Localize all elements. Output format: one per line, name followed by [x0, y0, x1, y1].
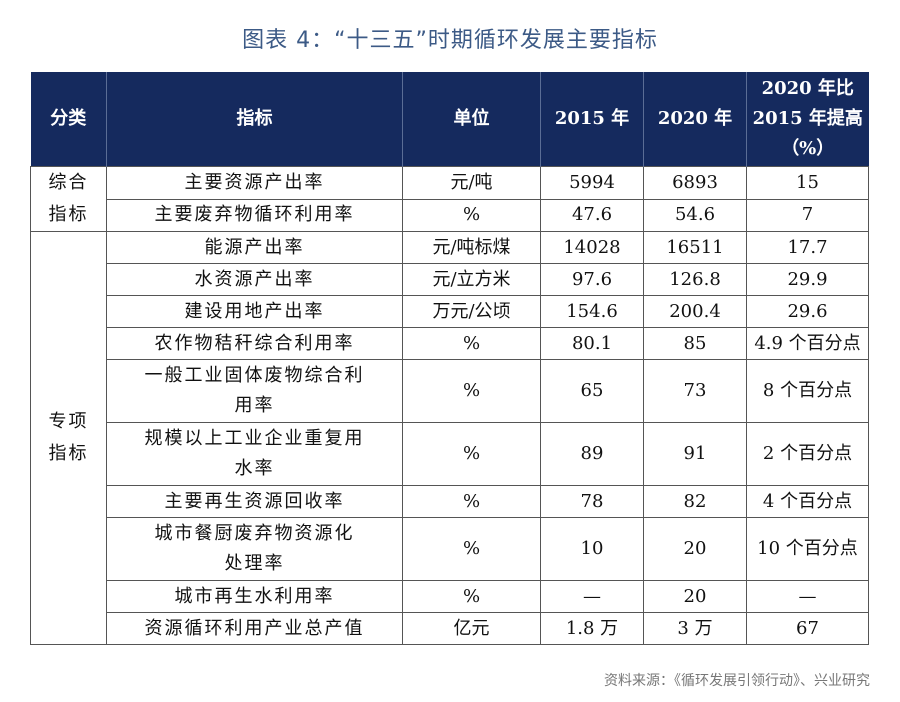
indicator-cell: 城市再生水利用率	[106, 580, 403, 613]
change-cell: 29.9	[746, 263, 869, 296]
indicator-cell: 主要再生资源回收率	[106, 485, 403, 518]
value-2015-cell: 14028	[540, 231, 644, 264]
group-label-line2: 指标	[48, 443, 89, 464]
table-row: 农作物秸秆综合利用率 % 80.1 85 4.9 个百分点	[31, 327, 869, 360]
change-cell: 67	[746, 612, 869, 645]
indicator-cell: 一般工业固体废物综合利 用率	[106, 359, 403, 423]
value-2020-cell: 82	[643, 485, 747, 518]
value-2015-cell: 10	[540, 517, 644, 581]
change-cell: 29.6	[746, 295, 869, 328]
indicator-line2: 处理率	[224, 553, 285, 574]
unit-cell: 亿元	[402, 612, 541, 645]
table-row: 主要废弃物循环利用率 % 47.6 54.6 7	[31, 198, 869, 232]
indicator-cell: 农作物秸秆综合利用率	[106, 327, 403, 360]
change-cell: 8 个百分点	[746, 359, 869, 423]
value-2015-cell: 97.6	[540, 263, 644, 296]
indicator-table: 分类 指标 单位 2015 年 2020 年 2020 年比 2015 年提高 …	[30, 72, 869, 645]
table-row: 规模以上工业企业重复用 水率 % 89 91 2 个百分点	[31, 422, 869, 486]
indicator-line2: 水率	[234, 458, 275, 479]
indicator-line1: 规模以上工业企业重复用	[144, 428, 365, 449]
group-label-line2: 指标	[48, 204, 89, 225]
indicator-line1: 城市餐厨废弃物资源化	[154, 523, 355, 544]
value-2020-cell: 85	[643, 327, 747, 360]
header-2015: 2015 年	[540, 72, 644, 167]
value-2020-cell: 91	[643, 422, 747, 486]
header-category: 分类	[30, 72, 107, 167]
change-cell: 4 个百分点	[746, 485, 869, 518]
unit-cell: 元/吨	[402, 166, 541, 200]
value-2015-cell: 78	[540, 485, 644, 518]
table-row: 资源循环利用产业总产值 亿元 1.8 万 3 万 67	[31, 612, 869, 645]
unit-cell: 万元/公顷	[402, 295, 541, 328]
group-special: 专项 指标	[30, 231, 107, 645]
header-change-line1: 2020 年比	[761, 78, 854, 99]
unit-cell: 元/吨标煤	[402, 231, 541, 264]
value-2015-cell: 47.6	[540, 198, 644, 232]
table-row: 一般工业固体废物综合利 用率 % 65 73 8 个百分点	[31, 359, 869, 423]
value-2015-cell: 80.1	[540, 327, 644, 360]
value-2020-cell: 200.4	[643, 295, 747, 328]
source-note: 资料来源：《循环发展引领行动》、兴业研究	[604, 673, 870, 689]
figure-title: 图表 4：“十三五”时期循环发展主要指标	[242, 28, 658, 53]
unit-cell: %	[402, 422, 541, 486]
change-cell: 7	[746, 198, 869, 232]
value-2020-cell: 20	[643, 517, 747, 581]
header-change: 2020 年比 2015 年提高 （%）	[746, 72, 869, 167]
value-2020-cell: 16511	[643, 231, 747, 264]
value-2015-cell: 5994	[540, 166, 644, 200]
table-row: 城市餐厨废弃物资源化 处理率 % 10 20 10 个百分点	[31, 517, 869, 581]
table-row: 建设用地产出率 万元/公顷 154.6 200.4 29.6	[31, 295, 869, 328]
value-2020-cell: 73	[643, 359, 747, 423]
unit-cell: 元/立方米	[402, 263, 541, 296]
change-cell: 10 个百分点	[746, 517, 869, 581]
table-row: 主要再生资源回收率 % 78 82 4 个百分点	[31, 485, 869, 518]
value-2020-cell: 20	[643, 580, 747, 613]
value-2015-cell: 154.6	[540, 295, 644, 328]
change-cell: 4.9 个百分点	[746, 327, 869, 360]
indicator-cell: 建设用地产出率	[106, 295, 403, 328]
table-row: 综合 指标 主要资源产出率 元/吨 5994 6893 15	[30, 166, 869, 232]
unit-cell: %	[402, 198, 541, 232]
indicator-cell: 规模以上工业企业重复用 水率	[106, 422, 403, 486]
value-2015-cell: —	[540, 580, 644, 613]
value-2020-cell: 54.6	[643, 198, 747, 232]
group-label-line1: 专项	[48, 411, 89, 432]
indicator-line1: 一般工业固体废物综合利	[144, 365, 365, 386]
header-change-line2: 2015 年提高	[752, 108, 863, 129]
indicator-cell: 资源循环利用产业总产值	[106, 612, 403, 645]
change-cell: 17.7	[746, 231, 869, 264]
unit-cell: %	[402, 580, 541, 613]
table-row: 专项 指标 能源产出率 元/吨标煤 14028 16511 17.7	[30, 231, 869, 645]
unit-cell: %	[402, 327, 541, 360]
change-cell: —	[746, 580, 869, 613]
value-2015-cell: 65	[540, 359, 644, 423]
value-2020-cell: 6893	[643, 166, 747, 200]
indicator-cell: 主要资源产出率	[106, 166, 403, 200]
header-row: 分类 指标 单位 2015 年 2020 年 2020 年比 2015 年提高 …	[30, 72, 869, 167]
indicator-line2: 用率	[234, 395, 275, 416]
header-indicator: 指标	[106, 72, 403, 167]
indicator-cell: 城市餐厨废弃物资源化 处理率	[106, 517, 403, 581]
indicator-cell: 主要废弃物循环利用率	[106, 198, 403, 232]
change-cell: 2 个百分点	[746, 422, 869, 486]
table-row: 水资源产出率 元/立方米 97.6 126.8 29.9	[31, 263, 869, 296]
indicator-cell: 能源产出率	[106, 231, 403, 264]
table-row: 城市再生水利用率 % — 20 —	[31, 580, 869, 613]
unit-cell: %	[402, 517, 541, 581]
value-2020-cell: 126.8	[643, 263, 747, 296]
group-comprehensive: 综合 指标	[30, 166, 107, 232]
header-2020: 2020 年	[643, 72, 747, 167]
change-cell: 15	[746, 166, 869, 200]
unit-cell: %	[402, 359, 541, 423]
indicator-cell: 水资源产出率	[106, 263, 403, 296]
group-label-line1: 综合	[48, 172, 89, 193]
value-2020-cell: 3 万	[643, 612, 747, 645]
header-unit: 单位	[402, 72, 541, 167]
value-2015-cell: 89	[540, 422, 644, 486]
unit-cell: %	[402, 485, 541, 518]
value-2015-cell: 1.8 万	[540, 612, 644, 645]
header-change-line3: （%）	[781, 138, 835, 159]
